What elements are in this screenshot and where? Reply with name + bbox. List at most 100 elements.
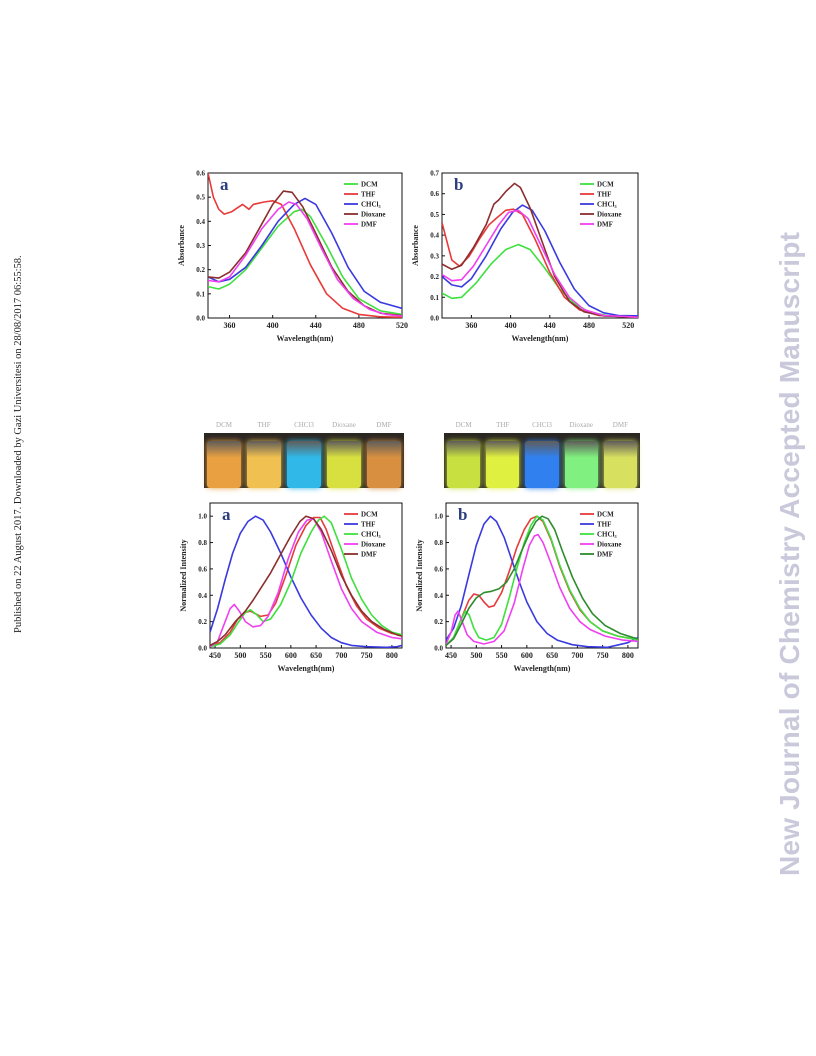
legend-label: Dioxane <box>361 541 386 549</box>
vial-label: DMF <box>376 421 392 429</box>
x-axis-label: Wavelength(nm) <box>512 334 569 343</box>
x-tick-label: 400 <box>267 321 279 330</box>
series-line-thf <box>208 173 402 318</box>
absorbance-chart-a: 360 400 440 480 520 0.0 0.1 0.2 0.3 0.4 0.5 0.6 Wave… <box>177 165 408 350</box>
series-line-dcm <box>208 208 402 316</box>
series-line-thf <box>210 515 402 648</box>
plot-frame <box>441 172 639 319</box>
x-tick-label: 650 <box>310 651 322 660</box>
y-tick-label: 0.4 <box>430 232 439 240</box>
series-line-dioxane <box>442 182 638 318</box>
vial <box>327 441 361 488</box>
legend-label: THF <box>361 191 375 199</box>
series-line-dcm <box>442 243 638 318</box>
y-tick-label: 0.0 <box>430 315 439 323</box>
series-line-dioxane <box>446 533 638 645</box>
x-tick-label: 450 <box>445 651 457 660</box>
x-tick-label: 500 <box>470 651 482 660</box>
vial <box>603 441 637 488</box>
legend-label: DCM <box>597 181 614 189</box>
y-axis-label: Normalized Intensity <box>415 539 424 611</box>
x-tick-label: 750 <box>361 651 373 660</box>
emission-chart-b: 450 500 550 600 650 700 750 800 0.0 0.2 0.4 0.6 0.8 1… <box>414 495 644 680</box>
y-tick-label: 0.2 <box>430 273 439 281</box>
legend-label: DMF <box>361 551 377 559</box>
vial-label: THF <box>496 421 510 429</box>
y-tick-label: 0.1 <box>196 290 205 298</box>
series-line-dioxane <box>210 518 402 648</box>
y-tick-label: 0.4 <box>434 592 443 600</box>
series-line-chcl <box>446 515 638 646</box>
y-tick-label: 0.7 <box>430 170 439 178</box>
y-axis-label: Absorbance <box>177 225 186 266</box>
vial-label: Dioxane <box>332 421 356 429</box>
y-tick-label: 0.3 <box>196 242 205 250</box>
x-tick-label: 700 <box>571 651 583 660</box>
vials-photo-a: DCM THF CHCl3 Dioxane DMF <box>204 421 404 488</box>
x-tick-label: 400 <box>505 321 517 330</box>
vial-label: DMF <box>612 421 628 429</box>
x-tick-label: 440 <box>544 321 556 330</box>
y-tick-label: 0.5 <box>430 211 439 219</box>
x-axis-label: Wavelength(nm) <box>277 334 334 343</box>
y-tick-label: 0.2 <box>198 618 207 626</box>
vials-photo-b: DCM THF CHCl3 Dioxane DMF <box>444 421 640 488</box>
y-tick-label: 0.6 <box>198 565 207 573</box>
x-tick-label: 500 <box>234 651 246 660</box>
vial <box>525 441 559 488</box>
legend-label: Dioxane <box>361 211 386 219</box>
x-tick-label: 450 <box>209 651 221 660</box>
legend-label: DMF <box>361 221 377 229</box>
panel-label: b <box>458 505 467 524</box>
y-tick-label: 0.5 <box>196 194 205 202</box>
vial <box>247 441 281 488</box>
y-tick-label: 0.4 <box>196 218 205 226</box>
x-tick-label: 600 <box>285 651 297 660</box>
y-tick-label: 0.6 <box>430 190 439 198</box>
x-tick-label: 480 <box>583 321 595 330</box>
legend-label: THF <box>597 521 611 529</box>
y-tick-label: 0.3 <box>430 252 439 260</box>
vial <box>564 441 598 488</box>
series-line-dmf <box>210 515 402 647</box>
panel-label: b <box>454 175 463 194</box>
series-line-dmf <box>446 515 638 647</box>
vial <box>486 441 520 488</box>
chart-svg: 450 500 550 600 650 700 750 800 0.0 0.2 0.4 0.6 0.8 1… <box>415 502 639 673</box>
x-tick-label: 800 <box>622 651 634 660</box>
vial-label: CHCl3 <box>294 421 314 429</box>
legend-label: Dioxane <box>597 211 622 219</box>
x-tick-label: 360 <box>224 321 236 330</box>
y-tick-label: 0.8 <box>198 539 207 547</box>
legend-label: CHCl₃ <box>361 201 381 209</box>
y-axis-label: Normalized Intensity <box>179 539 188 611</box>
x-tick-label: 650 <box>546 651 558 660</box>
y-tick-label: 1.0 <box>434 513 443 521</box>
y-tick-label: 0.4 <box>198 592 207 600</box>
vial-label: DCM <box>216 421 232 429</box>
vial <box>447 441 481 488</box>
legend-label: DCM <box>361 181 378 189</box>
vial-label: Dioxane <box>569 421 594 429</box>
y-tick-label: 0.2 <box>196 266 205 274</box>
x-tick-label: 750 <box>597 651 609 660</box>
legend-label: THF <box>597 191 611 199</box>
x-tick-label: 800 <box>386 651 398 660</box>
y-tick-label: 0.6 <box>434 565 443 573</box>
x-tick-label: 360 <box>465 321 477 330</box>
y-tick-label: 0.6 <box>196 170 205 178</box>
x-axis-label: Wavelength(nm) <box>514 664 571 673</box>
plot-frame <box>209 502 403 649</box>
legend-label: CHCl₃ <box>597 531 617 539</box>
y-tick-label: 0.0 <box>196 315 205 323</box>
vial-label: CHCl3 <box>532 421 552 429</box>
legend-label: DCM <box>597 511 614 519</box>
chart-svg: 450 500 550 600 650 700 750 800 0.0 0.2 0.4 0.6 0.8 1… <box>179 502 403 673</box>
legend-label: DCM <box>361 511 378 519</box>
chart-svg: 360 400 440 480 520 0.0 0.1 0.2 0.3 0.4 0.5 0.6 0.7 W… <box>411 170 639 343</box>
published-notice: Published on 22 August 2017. Downloaded … <box>13 255 24 633</box>
y-tick-label: 0.8 <box>434 539 443 547</box>
absorbance-chart-b: 360 400 440 480 520 0.0 0.1 0.2 0.3 0.4 0.5 0.6 0.7 W… <box>411 165 644 350</box>
legend-label: THF <box>361 521 375 529</box>
x-tick-label: 700 <box>335 651 347 660</box>
